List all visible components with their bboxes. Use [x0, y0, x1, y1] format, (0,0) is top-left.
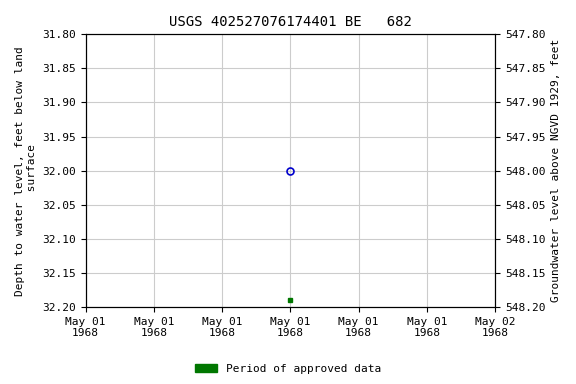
Y-axis label: Groundwater level above NGVD 1929, feet: Groundwater level above NGVD 1929, feet — [551, 39, 561, 302]
Title: USGS 402527076174401 BE   682: USGS 402527076174401 BE 682 — [169, 15, 412, 29]
Y-axis label: Depth to water level, feet below land
 surface: Depth to water level, feet below land su… — [15, 46, 37, 296]
Legend: Period of approved data: Period of approved data — [191, 359, 385, 379]
